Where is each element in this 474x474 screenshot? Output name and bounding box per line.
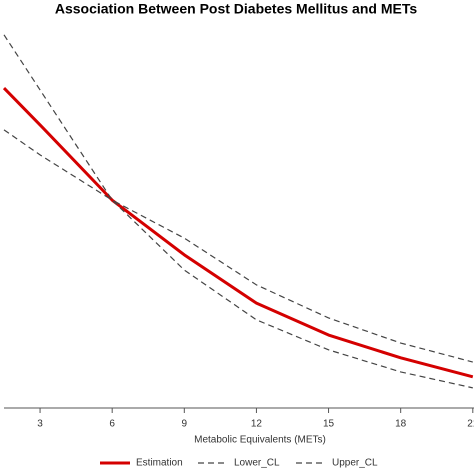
legend-label: Upper_CL	[332, 458, 378, 469]
x-tick-label: 15	[323, 419, 335, 430]
legend-label: Estimation	[136, 458, 183, 469]
series-line	[3, 129, 473, 389]
x-tick-label: 21	[467, 419, 474, 430]
x-tick-label: 9	[182, 419, 188, 430]
series-line	[2, 86, 474, 379]
x-tick-label: 3	[37, 419, 43, 430]
chart-title: Association Between Post Diabetes Mellit…	[55, 1, 417, 17]
legend-label: Lower_CL	[234, 458, 280, 469]
x-tick-label: 18	[395, 419, 407, 430]
series-line	[3, 34, 473, 363]
x-axis-label: Metabolic Equivalents (METs)	[194, 435, 326, 446]
x-tick-label: 6	[109, 419, 115, 430]
x-tick-label: 12	[251, 419, 263, 430]
